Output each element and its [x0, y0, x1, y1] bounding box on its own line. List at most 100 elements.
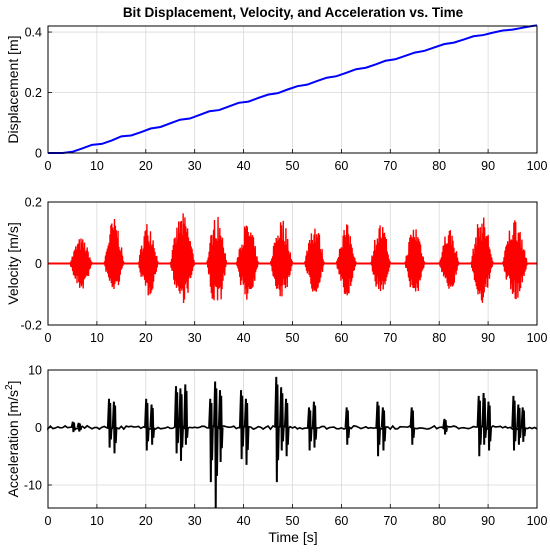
acceleration-spike — [344, 407, 351, 445]
acceleration-x-tick-label: 20 — [139, 514, 153, 528]
acceleration-spike — [375, 401, 382, 457]
velocity-burst — [470, 217, 494, 303]
displacement-x-tick-label: 40 — [237, 159, 251, 173]
velocity-x-tick-label: 90 — [481, 331, 495, 345]
velocity-burst — [438, 230, 460, 289]
velocity-x-tick-label: 100 — [527, 331, 548, 345]
acceleration-y-tick-label: 10 — [28, 364, 42, 378]
acceleration-spike — [311, 401, 318, 448]
displacement-x-tick-label: 0 — [45, 159, 52, 173]
acceleration-spike — [481, 392, 488, 445]
displacement-x-tick-label: 90 — [481, 159, 495, 173]
acceleration-spike — [173, 386, 180, 454]
acceleration-spike — [279, 387, 285, 451]
acceleration-x-tick-label: 80 — [432, 514, 446, 528]
velocity-burst — [304, 228, 325, 292]
acceleration-spike — [106, 398, 113, 448]
velocity-burst — [502, 220, 528, 300]
displacement-x-tick-label: 100 — [527, 159, 548, 173]
velocity-burst — [404, 229, 426, 292]
acceleration-y-tick-label: -10 — [24, 479, 42, 493]
velocity-burst — [103, 219, 125, 289]
velocity-x-tick-label: 40 — [237, 331, 251, 345]
acceleration-spike — [149, 404, 156, 445]
x-axis-label: Time [s] — [268, 529, 317, 545]
velocity-y-axis-label: Velocity [m/s] — [5, 222, 21, 304]
acceleration-axes: 0 10 20 30 40 50 60 70 80 90 100 -10 0 10 Acceleration… — [4, 364, 547, 529]
velocity-burst — [137, 224, 159, 296]
acceleration-y-axis-label: Acceleration [m/s2] — [4, 381, 21, 498]
velocity-burst — [169, 213, 196, 303]
acceleration-x-tick-label: 60 — [334, 514, 348, 528]
acceleration-x-tick-label: 30 — [188, 514, 202, 528]
displacement-y-tick-label: 0.4 — [25, 26, 42, 40]
velocity-y-tick-label: 0.2 — [25, 196, 42, 210]
velocity-burst — [69, 238, 93, 289]
acceleration-spike — [476, 395, 483, 457]
acceleration-spike — [144, 398, 150, 451]
acceleration-spike — [486, 401, 493, 451]
displacement-axes-frame — [47, 25, 538, 154]
acceleration-spike — [409, 407, 416, 445]
velocity-x-tick-label: 30 — [188, 331, 202, 345]
velocity-burst — [235, 225, 259, 300]
displacement-x-tick-label: 30 — [188, 159, 202, 173]
displacement-x-tick-label: 50 — [286, 159, 300, 173]
acceleration-x-tick-label: 100 — [527, 514, 548, 528]
acceleration-spike — [70, 421, 77, 433]
displacement-x-tick-label: 70 — [383, 159, 397, 173]
acceleration-x-tick-label: 50 — [286, 514, 300, 528]
displacement-axes: 0 10 20 30 40 50 60 70 80 90 100 0 0.2 0.4 Displacemen… — [5, 24, 548, 173]
velocity-x-tick-label: 60 — [334, 331, 348, 345]
acceleration-spike — [213, 381, 219, 509]
velocity-burst — [206, 216, 228, 301]
displacement-series-line — [48, 24, 538, 154]
displacement-x-tick-label: 10 — [90, 159, 104, 173]
velocity-axes-frame — [47, 201, 538, 326]
displacement-y-tick-label: 0 — [35, 147, 42, 161]
acceleration-spike — [442, 418, 449, 435]
acceleration-spike — [217, 390, 224, 463]
velocity-burst — [269, 220, 294, 297]
acceleration-axes-frame — [47, 369, 538, 509]
displacement-y-tick-label: 0.2 — [25, 86, 42, 100]
displacement-x-tick-label: 80 — [432, 159, 446, 173]
acceleration-x-tick-label: 10 — [90, 514, 104, 528]
acceleration-spike — [274, 376, 280, 483]
velocity-x-tick-label: 70 — [383, 331, 397, 345]
acceleration-spike — [511, 395, 517, 451]
acceleration-spike — [516, 404, 522, 445]
acceleration-spike — [208, 398, 214, 483]
velocity-burst — [335, 224, 357, 296]
displacement-x-tick-label: 20 — [139, 159, 153, 173]
displacement-x-tick-label: 60 — [334, 159, 348, 173]
velocity-burst — [370, 225, 391, 292]
acceleration-spike — [183, 384, 189, 445]
acceleration-x-tick-label: 0 — [45, 514, 52, 528]
acceleration-spike — [520, 407, 527, 442]
velocity-x-tick-label: 0 — [45, 331, 52, 345]
acceleration-spike — [306, 407, 313, 451]
acceleration-spike — [76, 422, 83, 432]
velocity-y-tick-label: -0.2 — [20, 319, 42, 333]
acceleration-x-tick-label: 40 — [237, 514, 251, 528]
acceleration-spike — [380, 407, 387, 451]
acceleration-y-tick-label: 0 — [35, 421, 42, 435]
acceleration-spike — [283, 398, 290, 457]
acceleration-spike — [178, 388, 184, 461]
acceleration-baseline — [47, 424, 538, 431]
acceleration-x-tick-label: 90 — [481, 514, 495, 528]
velocity-y-tick-label: 0 — [35, 257, 42, 271]
figure-title: Bit Displacement, Velocity, and Accelera… — [123, 5, 464, 20]
displacement-y-axis-label: Displacement [m] — [5, 35, 21, 143]
acceleration-spike — [238, 390, 245, 460]
acceleration-x-tick-label: 70 — [383, 514, 397, 528]
velocity-x-tick-label: 20 — [139, 331, 153, 345]
acceleration-spike — [243, 398, 250, 465]
velocity-x-tick-label: 10 — [90, 331, 104, 345]
velocity-x-tick-label: 80 — [432, 331, 446, 345]
velocity-x-tick-label: 50 — [286, 331, 300, 345]
